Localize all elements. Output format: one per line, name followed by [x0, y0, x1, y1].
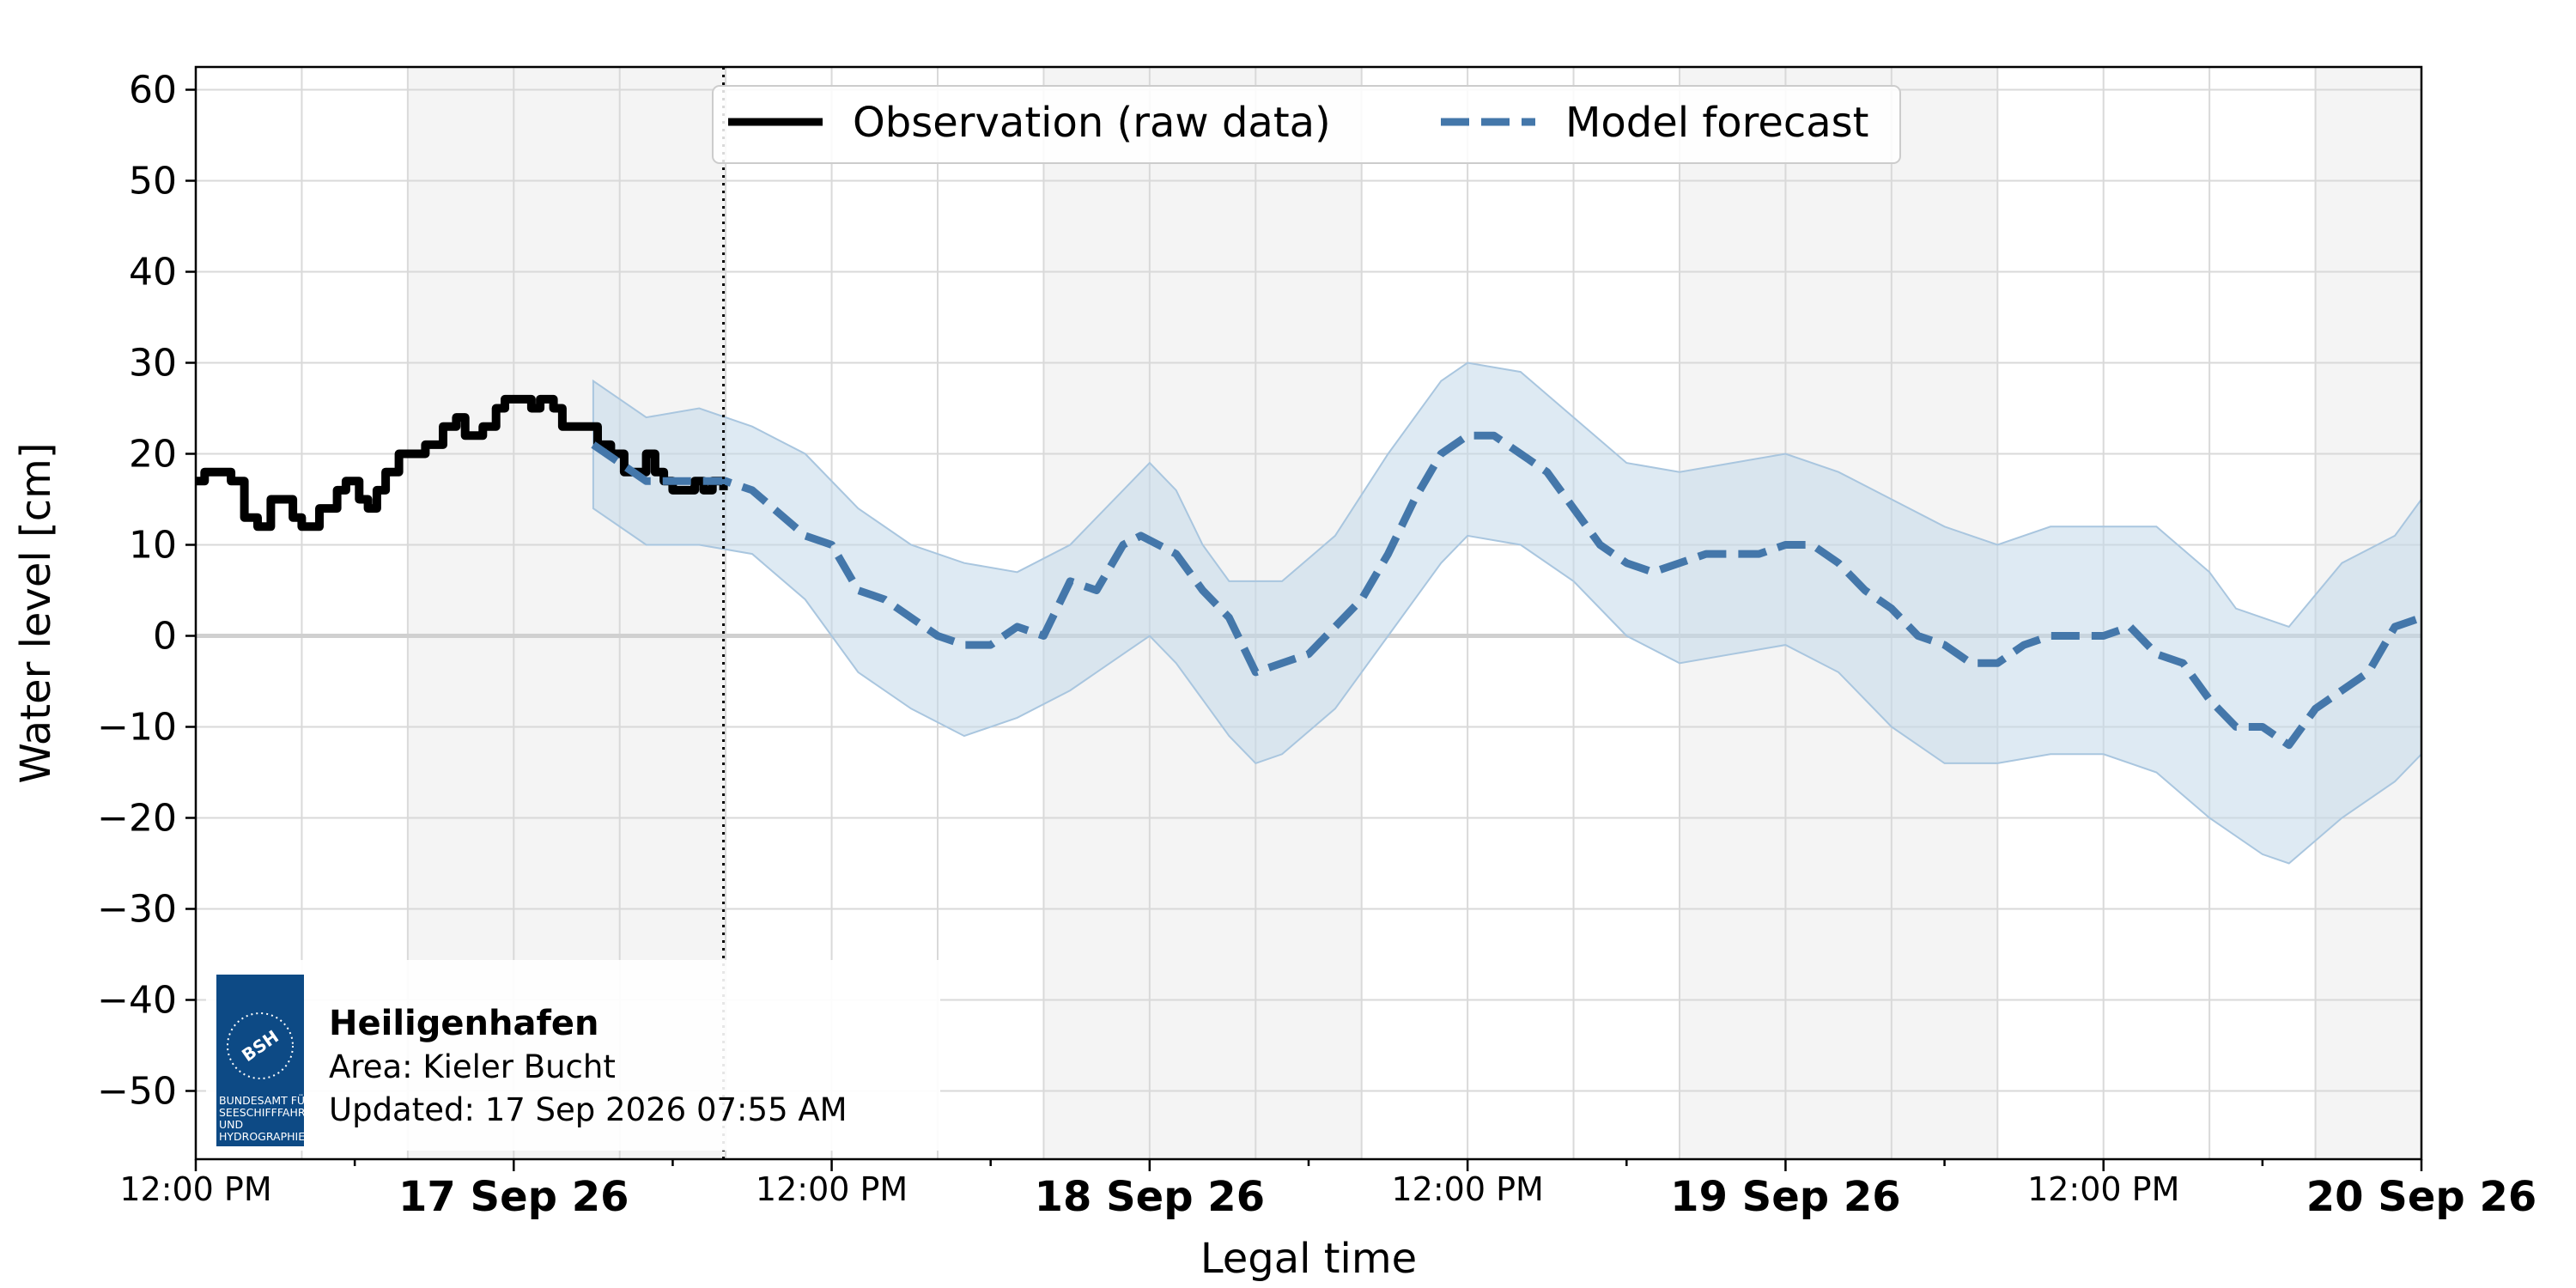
legend-observation-label: Observation (raw data)	[853, 99, 1331, 147]
y-tick-label: −40	[97, 979, 177, 1023]
y-tick-label: −10	[97, 706, 177, 750]
y-tick-label: −20	[97, 797, 177, 841]
x-tick-label: 12:00 PM	[1391, 1170, 1543, 1208]
info-box-background	[206, 960, 940, 1151]
station-info-box: BSH BUNDESAMT FÜR SEESCHIFFFAHRT UND HYD…	[206, 960, 940, 1151]
y-tick-label: −50	[97, 1070, 177, 1114]
bsh-logo: BSH BUNDESAMT FÜR SEESCHIFFFAHRT UND HYD…	[216, 975, 313, 1146]
x-tick-label: 12:00 PM	[119, 1170, 271, 1208]
forecast-band-area	[592, 361, 2421, 865]
observation-line	[196, 394, 728, 532]
forecast-line	[591, 431, 2421, 750]
y-axis-label: Water level [cm]	[12, 442, 60, 783]
updated-timestamp: Updated: 17 Sep 2026 07:55 AM	[329, 1091, 848, 1128]
x-axis-label: Legal time	[1200, 1235, 1417, 1283]
station-name: Heiligenhafen	[329, 1004, 598, 1043]
y-tick-label: −30	[97, 888, 177, 932]
logo-background	[216, 975, 304, 1146]
x-tick-label: 19 Sep 26	[1670, 1173, 1901, 1221]
logo-line-2: SEESCHIFFFAHRT	[219, 1106, 312, 1119]
logo-line-3: UND	[219, 1118, 243, 1131]
logo-line-1: BUNDESAMT FÜR	[219, 1093, 313, 1107]
y-tick-label: 50	[129, 160, 177, 204]
x-tick-label: 18 Sep 26	[1035, 1173, 1266, 1221]
legend-box	[712, 85, 1901, 164]
series-lines	[196, 394, 2421, 750]
x-tick-label: 20 Sep 26	[2306, 1173, 2537, 1221]
y-axis-ticks: −50 −40 −30 −20 −10 0 10 20 30 40 50 60	[97, 69, 196, 1114]
x-tick-label: 12:00 PM	[2027, 1170, 2179, 1208]
x-tick-label: 12:00 PM	[756, 1170, 908, 1208]
y-tick-label: 60	[129, 69, 177, 112]
y-tick-label: 20	[129, 433, 177, 477]
grid-lines	[196, 67, 2421, 1159]
y-tick-label: 0	[153, 615, 177, 659]
legend: Observation (raw data) Model forecast	[712, 85, 1901, 164]
y-tick-label: 30	[129, 342, 177, 386]
y-tick-label: 40	[129, 251, 177, 295]
station-area: Area: Kieler Bucht	[329, 1048, 616, 1085]
legend-forecast-label: Model forecast	[1565, 99, 1868, 147]
x-tick-label: 17 Sep 26	[398, 1173, 629, 1221]
x-axis-ticks: 12:00 PM 17 Sep 26 12:00 PM 18 Sep 26 12:00 …	[119, 1159, 2537, 1221]
logo-line-4: HYDROGRAPHIE	[219, 1130, 305, 1143]
forecast-uncertainty-band	[592, 361, 2421, 865]
y-tick-label: 10	[129, 524, 177, 568]
logo-ring	[227, 1012, 294, 1079]
